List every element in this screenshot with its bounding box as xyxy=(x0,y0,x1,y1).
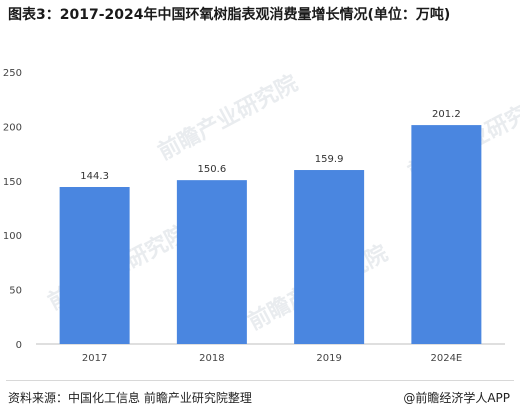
y-tick-label: 150 xyxy=(3,177,22,188)
x-axis: 2017 2018 2019 2024E xyxy=(36,343,505,364)
brand-credit: @前瞻经济学人APP xyxy=(403,391,510,405)
bar xyxy=(411,125,482,345)
footer-divider xyxy=(6,380,514,381)
chart-title: 图表3：2017-2024年中国环氧树脂表观消费量增长情况(单位：万吨) xyxy=(8,7,451,23)
x-tick-label: 2018 xyxy=(199,353,224,364)
x-tick-label: 2017 xyxy=(82,353,107,364)
data-label: 201.2 xyxy=(432,109,461,120)
y-tick-label: 100 xyxy=(3,231,22,242)
bar xyxy=(176,180,247,344)
x-tick-label: 2024E xyxy=(430,353,462,364)
source-note: 资料来源：中国化工信息 前瞻产业研究院整理 xyxy=(8,391,252,405)
y-tick-label: 250 xyxy=(3,68,22,79)
data-label: 150.6 xyxy=(198,164,227,175)
y-tick-label: 200 xyxy=(3,122,22,133)
bar xyxy=(294,170,365,344)
data-label: 159.9 xyxy=(315,154,344,165)
data-label: 144.3 xyxy=(80,171,109,182)
bar xyxy=(59,187,130,344)
x-tick-label: 2019 xyxy=(316,353,341,364)
y-tick-label: 0 xyxy=(16,340,22,351)
y-axis: 0 50 100 150 200 250 xyxy=(3,68,22,351)
y-tick-label: 50 xyxy=(9,286,22,297)
bars: 144.3 150.6 159.9 201.2 xyxy=(59,109,482,345)
